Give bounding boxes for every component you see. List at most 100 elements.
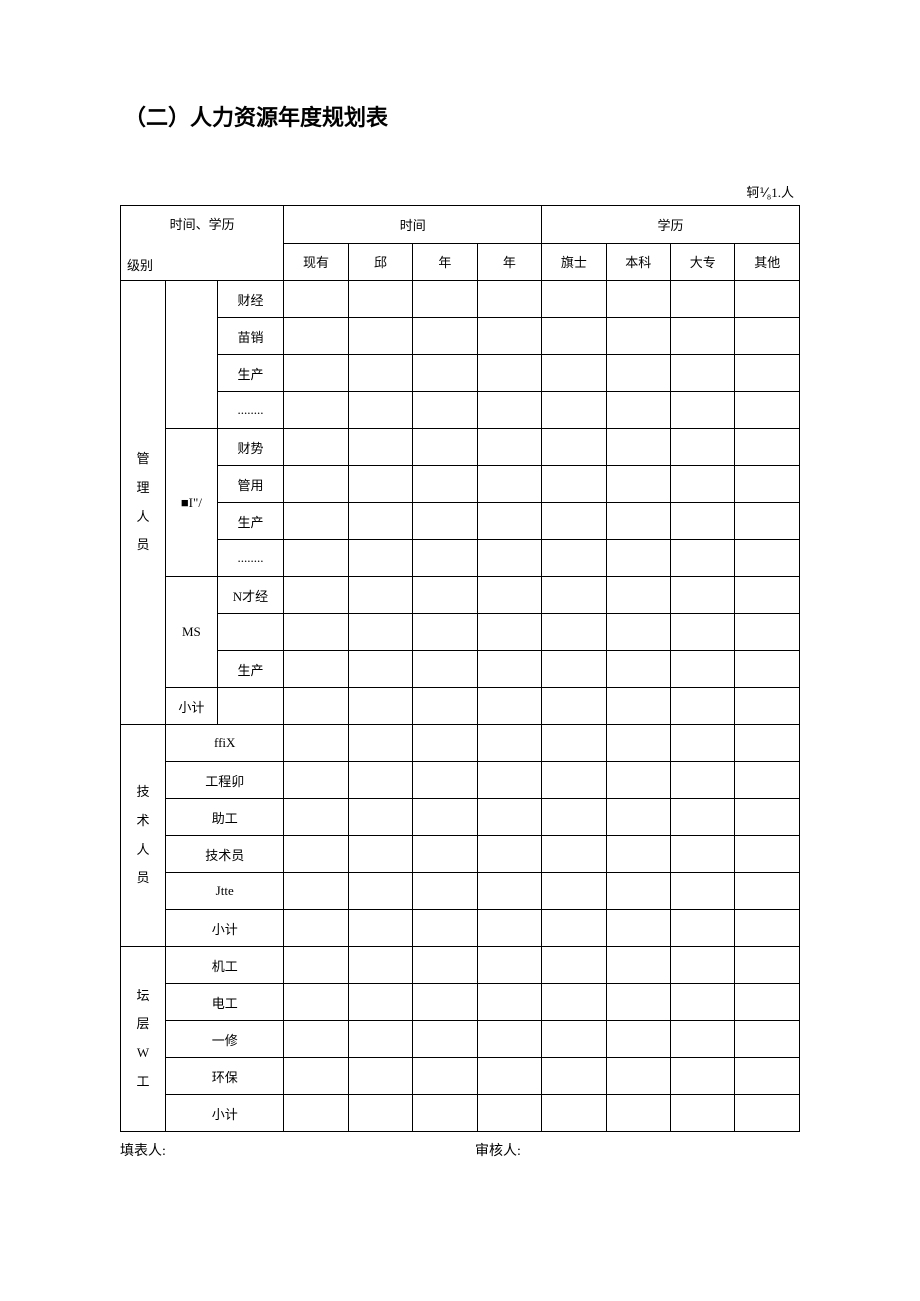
header-category-cell: 时间、学历 级别 [121,206,284,281]
row-label: 生产 [217,503,284,540]
data-cell [606,318,670,355]
data-cell [477,910,541,947]
data-cell [671,466,735,503]
table-row: MS N才经 [121,577,800,614]
data-cell [542,577,606,614]
table-row: 生产 [121,503,800,540]
data-cell [413,503,477,540]
data-cell [413,762,477,799]
data-cell [413,318,477,355]
row-label: 一修 [166,1021,284,1058]
data-cell [284,947,348,984]
row-label: 生产 [217,355,284,392]
data-cell [542,1095,606,1132]
data-cell [413,540,477,577]
col-time-2: 年 [413,243,477,281]
data-cell [671,688,735,725]
data-cell [477,540,541,577]
data-cell [735,984,800,1021]
data-cell [348,947,412,984]
data-cell [735,688,800,725]
data-cell [348,1095,412,1132]
section-label-2: 坛层W工 [121,947,166,1132]
row-label: 机工 [166,947,284,984]
data-cell [671,947,735,984]
data-cell [671,1021,735,1058]
data-cell [735,318,800,355]
data-cell [606,873,670,910]
table-row: 工程卯 [121,762,800,799]
data-cell [413,725,477,762]
data-cell [284,392,348,429]
data-cell [542,873,606,910]
section-label-0: 管理人员 [121,281,166,725]
data-cell [477,762,541,799]
table-row: 坛层W工 机工 [121,947,800,984]
data-cell [671,651,735,688]
data-cell [671,873,735,910]
data-cell [477,1021,541,1058]
data-cell [413,688,477,725]
row-label: N才经 [217,577,284,614]
data-cell [477,947,541,984]
data-cell [671,762,735,799]
table-row: 技术员 [121,836,800,873]
data-cell [542,1021,606,1058]
data-cell [477,651,541,688]
data-cell [735,614,800,651]
data-cell [606,947,670,984]
data-cell [477,577,541,614]
col-edu-2: 大专 [671,243,735,281]
table-row: ........ [121,392,800,429]
data-cell [413,1095,477,1132]
data-cell [348,614,412,651]
table-row: ■I"/ 财势 [121,429,800,466]
table-row: Jtte [121,873,800,910]
data-cell [284,614,348,651]
data-cell [671,577,735,614]
data-cell [413,910,477,947]
data-cell [477,281,541,318]
data-cell [542,355,606,392]
data-cell [348,392,412,429]
data-cell [735,281,800,318]
data-cell [735,873,800,910]
data-cell [542,318,606,355]
data-cell [735,836,800,873]
row-label: 管用 [217,466,284,503]
data-cell [735,1058,800,1095]
data-cell [606,1095,670,1132]
data-cell [413,466,477,503]
data-cell [477,984,541,1021]
data-cell [284,984,348,1021]
data-cell [735,762,800,799]
data-cell [284,429,348,466]
data-cell [348,688,412,725]
data-cell [413,429,477,466]
data-cell [671,614,735,651]
data-cell [348,762,412,799]
section-label-1: 技术人员 [121,725,166,947]
row-label: 生产 [217,651,284,688]
group-label [166,281,218,429]
footer: 填表人: 审核人: [120,1140,800,1160]
data-cell [606,762,670,799]
unit-label: 轲⅟₈1.人 [120,182,800,201]
data-cell [542,281,606,318]
group-label: ■I"/ [166,429,218,577]
data-cell [542,503,606,540]
data-cell [477,836,541,873]
data-cell [413,281,477,318]
data-cell [542,725,606,762]
data-cell [671,910,735,947]
data-cell [542,540,606,577]
data-cell [284,466,348,503]
data-cell [284,503,348,540]
table-row: 环保 [121,1058,800,1095]
data-cell [284,651,348,688]
table-row: 小计 [121,910,800,947]
data-cell [735,651,800,688]
data-cell [284,910,348,947]
data-cell [348,651,412,688]
footer-filled-by: 填表人: [120,1140,445,1160]
